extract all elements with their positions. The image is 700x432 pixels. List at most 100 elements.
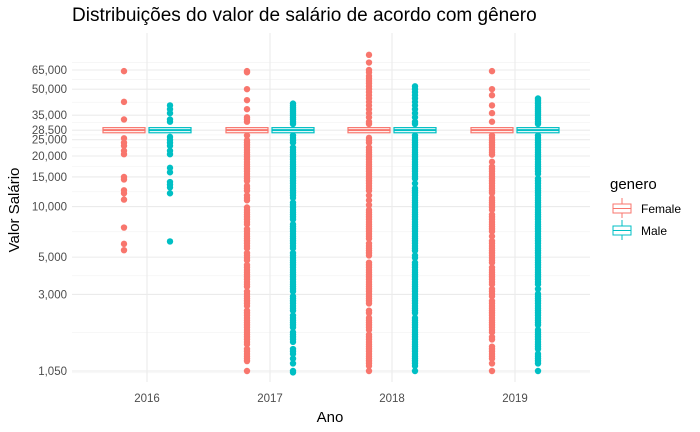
- y-tick-label: 65,000: [32, 65, 67, 77]
- outlier-point: [243, 69, 251, 76]
- outlier-point: [488, 158, 496, 166]
- outlier-point: [365, 201, 373, 209]
- outlier-point: [488, 92, 496, 99]
- outlier-point: [120, 246, 128, 254]
- x-axis-title: Ano: [317, 409, 344, 426]
- outlier-point: [289, 216, 297, 223]
- outlier-point: [289, 360, 297, 367]
- y-axis-ticks: 1,050 3,000 5,000 10,000 15,000 20,000 25,0002…: [32, 65, 67, 378]
- y-axis-title: Valor Salário: [6, 168, 23, 253]
- outlier-point: [166, 169, 174, 176]
- outlier-point: [488, 360, 496, 367]
- outlier-point: [120, 190, 128, 197]
- series-male-2016: [148, 102, 192, 245]
- chart-title: Distribuições do valor de salário de aco…: [72, 5, 537, 26]
- legend-key-female: [612, 198, 632, 218]
- outlier-point: [243, 357, 251, 365]
- outlier-point: [534, 281, 542, 288]
- outlier-point: [289, 307, 297, 314]
- outlier-point: [120, 142, 128, 149]
- outlier-point: [289, 245, 297, 252]
- outlier-point: [534, 367, 542, 375]
- outlier-point: [120, 196, 128, 203]
- x-tick-label-2019: 2019: [502, 393, 528, 405]
- outlier-point: [365, 309, 373, 317]
- outlier-point: [411, 175, 419, 182]
- outlier-point: [488, 102, 496, 109]
- series-female-2018: [347, 51, 391, 375]
- outlier-point: [289, 369, 297, 376]
- legend-label-male: Male: [641, 224, 667, 238]
- outlier-point: [488, 189, 496, 197]
- series-male-2019: [516, 95, 560, 375]
- outlier-point: [120, 135, 128, 142]
- outlier-point: [289, 324, 297, 331]
- outlier-point: [289, 120, 297, 128]
- legend-title: genero: [610, 176, 657, 193]
- y-tick-label: 25,000: [32, 135, 67, 147]
- outlier-point: [120, 176, 128, 183]
- outlier-point: [289, 139, 297, 146]
- outlier-point: [534, 321, 542, 329]
- outlier-point: [488, 329, 496, 336]
- outlier-point: [166, 164, 174, 172]
- outlier-point: [365, 300, 373, 307]
- legend-key-male: [612, 220, 632, 240]
- outlier-point: [411, 114, 419, 121]
- outlier-point: [488, 206, 496, 214]
- outlier-point: [411, 309, 419, 317]
- outlier-point: [488, 151, 496, 158]
- legend-label-female: Female: [641, 202, 681, 216]
- outlier-point: [166, 142, 174, 149]
- outlier-point: [365, 252, 373, 259]
- y-tick-label: 3,000: [38, 289, 67, 301]
- outlier-point: [289, 288, 297, 295]
- outlier-point: [166, 118, 174, 125]
- outlier-point: [488, 355, 496, 362]
- outlier-point: [120, 224, 128, 231]
- outlier-point: [534, 170, 542, 178]
- outlier-point: [289, 194, 297, 202]
- outlier-point: [120, 67, 128, 75]
- outlier-point: [488, 367, 496, 375]
- outlier-point: [166, 150, 174, 158]
- outlier-point: [365, 51, 373, 59]
- y-tick-label: 28,500: [32, 125, 67, 137]
- outlier-point: [120, 240, 128, 248]
- outlier-point: [120, 98, 128, 106]
- outlier-point: [534, 120, 542, 128]
- outlier-point: [243, 96, 251, 104]
- outlier-point: [166, 190, 174, 197]
- outlier-point: [289, 338, 297, 346]
- outlier-point: [243, 221, 251, 228]
- outlier-point: [365, 362, 373, 370]
- outlier-point: [411, 254, 419, 262]
- x-tick-label-2016: 2016: [134, 393, 160, 405]
- outlier-point: [243, 105, 251, 113]
- outlier-point: [365, 187, 373, 194]
- outlier-point: [243, 177, 251, 185]
- outlier-point: [488, 293, 496, 300]
- outlier-point: [488, 259, 496, 266]
- outlier-point: [243, 187, 251, 194]
- outlier-point: [289, 350, 297, 358]
- outlier-point: [411, 247, 419, 254]
- outlier-point: [365, 139, 373, 146]
- outlier-point: [243, 257, 251, 264]
- x-axis-ticks: 2016 2017 2018 2019: [134, 393, 528, 405]
- outlier-point: [411, 180, 419, 187]
- outlier-point: [411, 120, 419, 128]
- outlier-point: [534, 345, 542, 353]
- outlier-point: [488, 336, 496, 343]
- outlier-point: [488, 109, 496, 117]
- outlier-point: [289, 355, 297, 362]
- outlier-point: [365, 367, 373, 375]
- outlier-point: [166, 109, 174, 117]
- outlier-point: [243, 367, 251, 375]
- outlier-point: [365, 326, 373, 334]
- outlier-point: [365, 197, 373, 204]
- outlier-point: [243, 197, 251, 204]
- x-tick-label-2017: 2017: [257, 393, 283, 405]
- outlier-point: [488, 233, 496, 240]
